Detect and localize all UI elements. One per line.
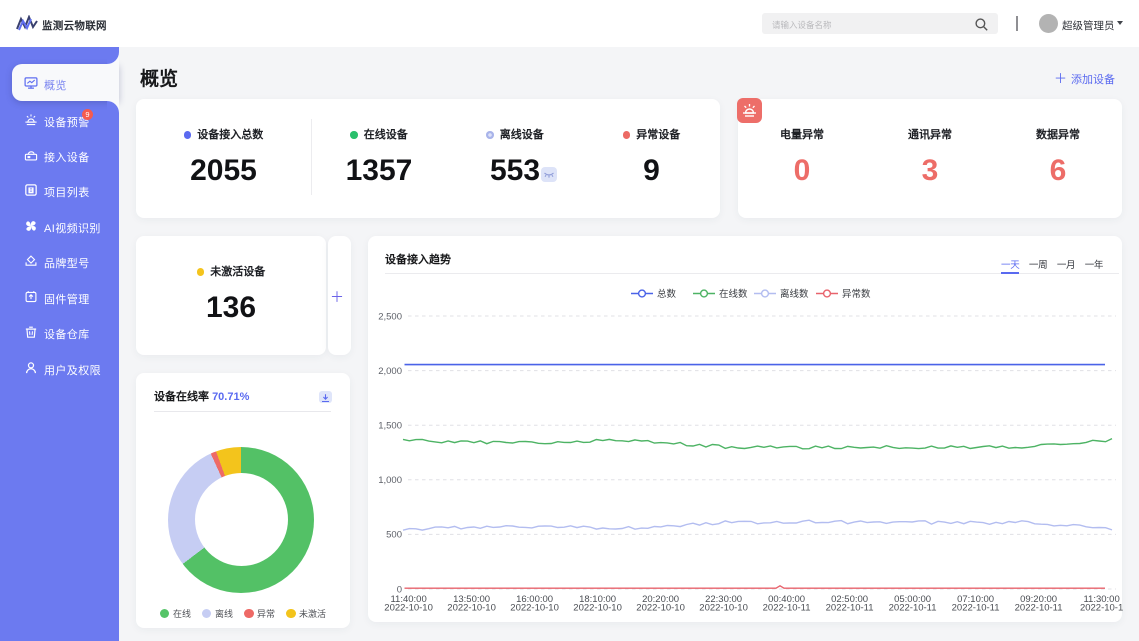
svg-text:13:50:00: 13:50:00 xyxy=(453,594,490,605)
svg-text:2022-10-10: 2022-10-10 xyxy=(510,603,559,614)
svg-text:22:30:00: 22:30:00 xyxy=(705,594,742,605)
svg-text:2,000: 2,000 xyxy=(378,366,402,377)
svg-text:18:10:00: 18:10:00 xyxy=(579,594,616,605)
svg-text:2022-10-10: 2022-10-10 xyxy=(699,603,748,614)
svg-text:2022-10-1: 2022-10-1 xyxy=(1080,603,1123,614)
svg-text:2022-10-11: 2022-10-11 xyxy=(1015,603,1063,614)
svg-text:09:20:00: 09:20:00 xyxy=(1020,594,1057,605)
svg-text:16:00:00: 16:00:00 xyxy=(516,594,553,605)
svg-text:在线数: 在线数 xyxy=(719,288,748,300)
svg-text:2022-10-10: 2022-10-10 xyxy=(447,603,496,614)
svg-text:05:00:00: 05:00:00 xyxy=(894,594,931,605)
svg-text:离线数: 离线数 xyxy=(780,288,809,300)
svg-text:1,000: 1,000 xyxy=(378,475,402,486)
svg-text:2022-10-11: 2022-10-11 xyxy=(826,603,874,614)
svg-text:2022-10-11: 2022-10-11 xyxy=(763,603,811,614)
svg-text:2022-10-11: 2022-10-11 xyxy=(952,603,1000,614)
svg-text:11:30:00: 11:30:00 xyxy=(1083,594,1119,605)
svg-text:0: 0 xyxy=(397,584,402,595)
svg-text:02:50:00: 02:50:00 xyxy=(831,594,868,605)
svg-text:2,500: 2,500 xyxy=(378,311,402,322)
svg-text:20:20:00: 20:20:00 xyxy=(642,594,679,605)
svg-text:异常数: 异常数 xyxy=(842,288,871,300)
svg-text:2022-10-10: 2022-10-10 xyxy=(636,603,685,614)
svg-text:2022-10-10: 2022-10-10 xyxy=(384,603,433,614)
svg-text:2022-10-10: 2022-10-10 xyxy=(573,603,622,614)
svg-text:11:40:00: 11:40:00 xyxy=(390,594,426,605)
svg-text:2022-10-11: 2022-10-11 xyxy=(889,603,937,614)
svg-text:1,500: 1,500 xyxy=(378,421,402,432)
svg-text:总数: 总数 xyxy=(657,288,677,300)
svg-text:500: 500 xyxy=(386,530,402,541)
svg-text:07:10:00: 07:10:00 xyxy=(957,594,994,605)
svg-text:00:40:00: 00:40:00 xyxy=(768,594,805,605)
